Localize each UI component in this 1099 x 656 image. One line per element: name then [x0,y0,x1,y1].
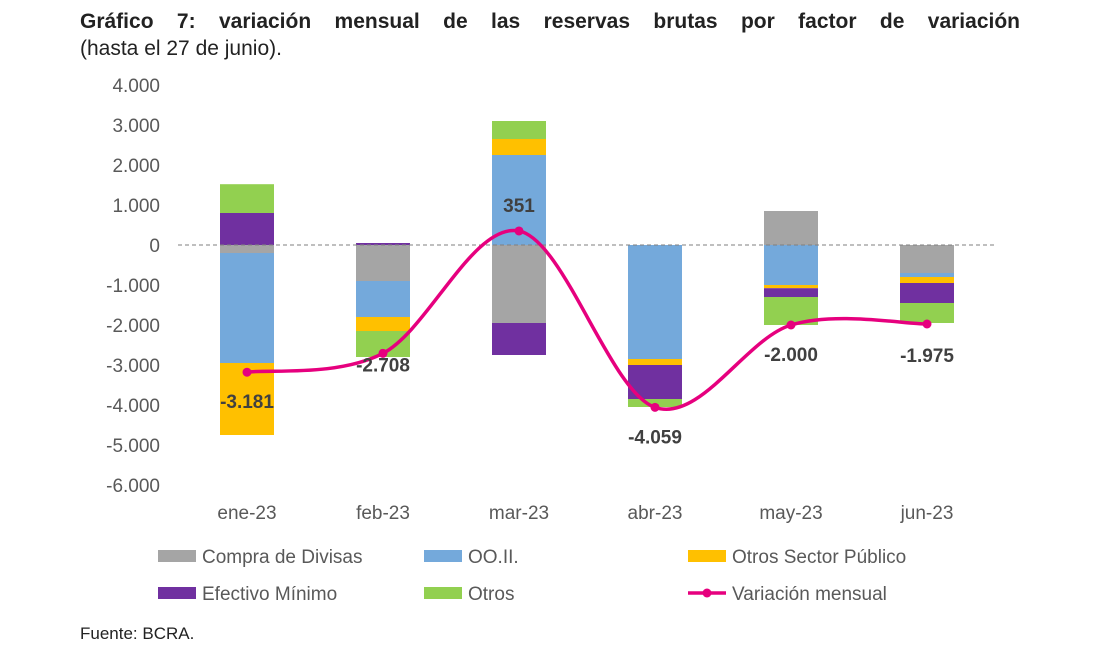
x-category-label: ene-23 [217,503,276,524]
bar-segment [492,121,546,139]
bar-segment [356,243,410,245]
legend-label: Compra de Divisas [202,547,363,568]
bar-segment [220,245,274,253]
bar-segment [764,288,818,297]
bar-segment [356,281,410,317]
line-point [786,320,796,330]
x-category-label: abr-23 [628,503,683,524]
bar-segment [900,303,954,323]
bar-segment [900,277,954,283]
bar-segment [628,245,682,359]
bar-segment [492,245,546,323]
legend-label: OO.II. [468,547,519,568]
y-tick-label: 4.000 [112,76,160,97]
data-label: -3.181 [220,392,274,413]
bar-segment [764,211,818,245]
data-label: -2.708 [356,355,410,376]
legend-label: Otros Sector Público [732,547,906,568]
data-label: -4.059 [628,427,682,448]
legend-swatch [424,550,462,562]
legend-line-marker [702,588,712,598]
chart-title: Gráfico 7: variación mensual de las rese… [80,10,1020,33]
bar-segment [356,317,410,331]
data-label: -1.975 [900,346,954,367]
legend-label: Variación mensual [732,584,887,605]
bar-segment [220,184,274,213]
bar-segment [900,245,954,273]
legend-swatch [158,550,196,562]
line-point [922,319,932,329]
y-tick-label: -6.000 [106,476,160,497]
y-tick-label: 0 [149,236,160,257]
line-series-variacion-mensual [246,228,928,411]
y-tick-label: 1.000 [112,196,160,217]
y-tick-label: -1.000 [106,276,160,297]
legend-swatch [158,587,196,599]
bar-segment [900,283,954,303]
bar-segment [492,323,546,355]
bar-segment [492,139,546,155]
legend-label: Otros [468,584,514,605]
x-category-label: feb-23 [356,503,410,524]
bar-segment [628,359,682,365]
chart-subtitle: (hasta el 27 de junio). [80,37,282,60]
bar-segment [764,245,818,285]
legend-label: Efectivo Mínimo [202,584,337,605]
bar-segment [764,285,818,289]
y-tick-label: -2.000 [106,316,160,337]
y-tick-label: -4.000 [106,396,160,417]
data-label: -2.000 [764,345,818,366]
chart-title-block: Gráfico 7: variación mensual de las rese… [80,8,1020,62]
legend-swatch [688,550,726,562]
bar-segment [900,273,954,277]
data-label: 351 [503,196,535,217]
legend-swatch [424,587,462,599]
y-tick-label: -3.000 [106,356,160,377]
line-point [378,348,388,358]
y-tick-label: -5.000 [106,436,160,457]
y-tick-label: 3.000 [112,116,160,137]
x-category-label: mar-23 [489,503,549,524]
y-tick-label: 2.000 [112,156,160,177]
x-category-label: may-23 [759,503,822,524]
source-note: Fuente: BCRA. [80,624,195,643]
bar-segment [220,253,274,363]
line-point [242,367,252,377]
line-point [514,226,524,236]
line-point [650,402,660,412]
bar-segment [220,213,274,245]
x-category-label: jun-23 [900,503,954,524]
bar-segment [356,245,410,281]
